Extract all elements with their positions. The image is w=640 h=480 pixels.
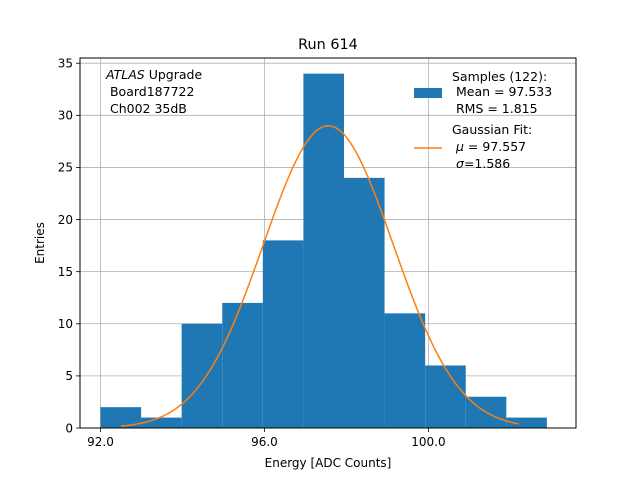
y-tick-label: 5 bbox=[65, 369, 73, 383]
annotation-line-1: ATLAS Upgrade bbox=[105, 67, 202, 82]
legend: Samples (122): Mean = 97.533 RMS = 1.815… bbox=[414, 69, 552, 171]
plot-frame bbox=[79, 57, 577, 429]
legend-samples-swatch bbox=[414, 88, 442, 98]
histogram-bar bbox=[343, 177, 385, 428]
legend-samples-rms: RMS = 1.815 bbox=[452, 101, 538, 116]
histogram-bars bbox=[100, 73, 547, 429]
annotation-board: Board187722 bbox=[106, 84, 194, 99]
y-tick-label: 20 bbox=[58, 213, 73, 227]
histogram-bar bbox=[100, 407, 142, 428]
histogram-bar bbox=[181, 323, 223, 428]
histogram-bar bbox=[425, 365, 466, 428]
histogram-bar bbox=[506, 417, 547, 428]
gaussian-fit-curve bbox=[120, 125, 519, 427]
x-axis-label: Energy [ADC Counts] bbox=[265, 456, 392, 470]
legend-fit-title: Gaussian Fit: bbox=[452, 122, 532, 137]
x-tick-label: 100.0 bbox=[411, 435, 445, 449]
legend-samples-title: Samples (122): bbox=[452, 69, 547, 84]
legend-fit-sigma-symbol: σ bbox=[456, 156, 465, 171]
x-axis-ticks: 92.0 96.0 100.0 bbox=[87, 428, 446, 449]
legend-fit-mu-value: = 97.557 bbox=[464, 139, 526, 154]
y-axis-ticks: 0 5 10 15 20 25 30 35 bbox=[58, 57, 80, 435]
y-tick-label: 25 bbox=[58, 161, 73, 175]
y-tick-label: 0 bbox=[65, 421, 73, 435]
y-tick-label: 15 bbox=[58, 265, 73, 279]
legend-fit-mu: μ = 97.557 bbox=[455, 139, 526, 154]
legend-fit-sigma-value: =1.586 bbox=[464, 156, 510, 171]
y-tick-label: 30 bbox=[58, 109, 73, 123]
histogram-bar bbox=[303, 73, 344, 429]
histogram-bar bbox=[262, 240, 304, 428]
annotation-box: ATLAS Upgrade Board187722 Ch002 35dB bbox=[105, 67, 202, 116]
histogram-bar bbox=[222, 302, 263, 428]
y-tick-label: 10 bbox=[58, 317, 73, 331]
y-axis-label: Entries bbox=[33, 222, 47, 264]
legend-samples-mean: Mean = 97.533 bbox=[452, 84, 552, 99]
x-tick-label: 92.0 bbox=[87, 435, 114, 449]
histogram-bar bbox=[384, 313, 426, 428]
annotation-channel: Ch002 35dB bbox=[106, 101, 187, 116]
histogram-bar bbox=[141, 417, 182, 428]
annotation-experiment: ATLAS bbox=[105, 67, 145, 82]
annotation-experiment-suffix: Upgrade bbox=[145, 67, 203, 82]
legend-fit-sigma: σ=1.586 bbox=[456, 156, 510, 171]
legend-fit-mu-symbol: μ bbox=[455, 139, 464, 154]
y-tick-label: 35 bbox=[58, 57, 73, 71]
x-tick-label: 96.0 bbox=[251, 435, 278, 449]
chart-title: Run 614 bbox=[298, 37, 358, 53]
